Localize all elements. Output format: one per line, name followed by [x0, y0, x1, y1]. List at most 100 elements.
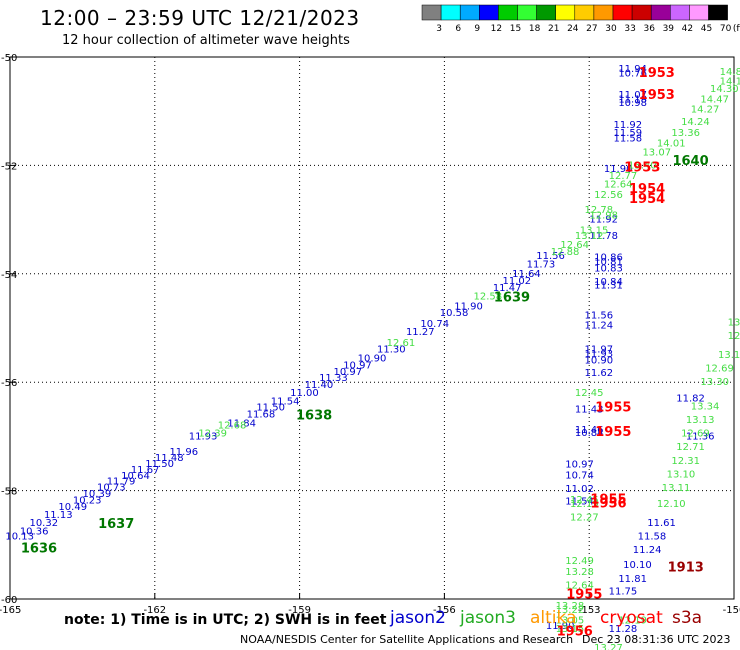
- data-label-jason3: 13.15: [556, 624, 585, 635]
- colorbar-label: 39: [663, 24, 675, 34]
- colorbar-label: 6: [455, 24, 461, 34]
- legend-s3a: s3a: [672, 608, 703, 628]
- data-label-jason2: 11.92: [613, 120, 642, 131]
- data-label-jason2: 10.36: [20, 526, 49, 537]
- y-tick-label: -50: [1, 53, 17, 64]
- colorbar-label: 15: [510, 24, 521, 34]
- colorbar-swatch: [612, 4, 633, 21]
- data-label-jason3: 14.24: [681, 117, 710, 128]
- legend-cryosat: cryosat: [600, 608, 663, 628]
- data-label-jason3: 13.27: [594, 643, 623, 650]
- data-label-cryosat: 1956: [590, 497, 626, 512]
- data-label-jason3: 13.22: [556, 605, 585, 616]
- data-label-jason2: 11.79: [107, 476, 136, 487]
- colorbar-swatch: [517, 4, 537, 21]
- data-label-jason2: 11.68: [247, 410, 276, 421]
- data-label-jason2: 11.58: [638, 532, 667, 543]
- data-label-jason3: 14.47: [700, 94, 729, 105]
- colorbar-label: 42: [682, 24, 693, 34]
- colorbar-swatch: [574, 4, 595, 21]
- data-label-jason2: 11.90: [604, 164, 633, 175]
- data-label-jason2: 11.92: [589, 215, 618, 226]
- footer-credit: NOAA/NESDIS Center for Satellite Applica…: [240, 633, 574, 646]
- legend-jason3: jason3: [460, 608, 516, 628]
- data-label-jason2: 11.43: [575, 404, 604, 415]
- data-label-cryosat: 1955: [595, 401, 631, 416]
- data-label-jason2: 10.90: [585, 356, 614, 367]
- data-label-jason2: 10.64: [121, 471, 150, 482]
- data-label-jason2: 11.78: [589, 231, 618, 242]
- x-tick-label: -153: [578, 605, 601, 616]
- y-tick-label: -52: [1, 161, 17, 172]
- data-label-jason2: 10.23: [73, 495, 102, 506]
- data-label-jason3: 14.87: [720, 67, 740, 78]
- data-label-jason2: 11.02: [565, 484, 594, 495]
- data-label-jason2: 10.90: [358, 353, 387, 364]
- footer-timestamp: Dec 23 08:31:36 UTC 2023: [582, 633, 731, 646]
- data-label-jason3: 13.1: [718, 350, 740, 361]
- data-label-cryosat: 1954: [629, 182, 665, 197]
- data-label-jason3: 12.56: [594, 190, 623, 201]
- data-label-jason3: 12.64: [560, 240, 589, 251]
- colorbar-label: 18: [529, 24, 541, 34]
- data-label-jason3: 12.49: [565, 556, 594, 567]
- data-label-jason2: 11.48: [155, 453, 184, 464]
- footer-note: note: 1) Time is in UTC; 2) SWH is in fe…: [64, 612, 387, 628]
- colorbar-swatch: [498, 4, 518, 21]
- page-title: 12:00 – 23:59 UTC 12/21/2023: [40, 6, 360, 30]
- colorbar-label: 33: [624, 24, 635, 34]
- data-label-jason3: 14.16: [720, 76, 740, 87]
- data-label-jason2: 10.76: [618, 68, 647, 79]
- data-label-jason2: 11.47: [493, 283, 522, 294]
- data-label-jason3: 12.61: [387, 338, 416, 349]
- colorbar-label: 70: [720, 24, 732, 34]
- data-label-jason2: 11.75: [609, 586, 638, 597]
- y-tick-label: -60: [1, 595, 17, 606]
- data-label-jason2: 10.81: [594, 257, 623, 268]
- plot-frame: [9, 56, 735, 600]
- data-label-jason2: 11.02: [502, 276, 531, 287]
- colorbar-swatch: [536, 4, 556, 21]
- data-label-jason2: 11.90: [546, 621, 575, 632]
- colorbar-label: 24: [567, 24, 579, 34]
- data-label-jason2: 11.93: [585, 349, 614, 360]
- data-label-jason3: 12.45: [575, 388, 604, 399]
- data-label-jason3: 12.68: [218, 421, 247, 432]
- data-label-jason3: 12.88: [551, 247, 580, 258]
- data-label-jason2: 10.97: [343, 360, 372, 371]
- data-label-jason2: 10.98: [618, 98, 647, 109]
- data-label-jason2: 11.27: [406, 327, 435, 338]
- x-tick-label: -162: [143, 605, 166, 616]
- data-label-jason2: 11.67: [131, 465, 160, 476]
- data-label-jason3: 13.11: [662, 483, 691, 494]
- data-label-jason2: 11.24: [633, 545, 662, 556]
- data-label-jason2: 11.73: [527, 260, 556, 271]
- y-tick-label: -54: [1, 270, 17, 281]
- data-label-jason2: 11.62: [585, 368, 614, 379]
- data-label-jason3: 13.30: [700, 377, 729, 388]
- data-label-jason2: 10.83: [594, 263, 623, 274]
- data-label-jason3: 13.10: [667, 469, 696, 480]
- data-label-cryosat: 1955: [595, 425, 631, 440]
- data-label-jason2: 11.61: [647, 518, 676, 529]
- data-label-jason3: 12.64: [565, 580, 594, 591]
- data-label-jason2: 11.96: [169, 447, 198, 458]
- data-label-jason2: 10.84: [575, 428, 604, 439]
- data-label-jason2: 10.74: [420, 319, 449, 330]
- data-label-jason3: 12: [728, 331, 740, 342]
- data-label-jason3: 12.10: [657, 499, 686, 510]
- colorbar-swatch: [440, 4, 461, 21]
- data-label-jason2: 11.93: [189, 431, 218, 442]
- data-label-jason2: 10.97: [334, 367, 363, 378]
- data-label-jason2: 11.82: [676, 393, 705, 404]
- data-label-cryosat: 1953: [624, 160, 660, 175]
- data-label-jason3: 12.19: [618, 616, 647, 627]
- colorbar-swatch: [708, 4, 728, 21]
- colorbar-swatch: [593, 4, 614, 21]
- colorbar-label: 27: [586, 24, 597, 34]
- data-label-jason3: 12.71: [676, 442, 705, 453]
- data-label-jason3: 13.36: [671, 128, 700, 139]
- data-label-jason3: 12.78: [585, 205, 614, 216]
- data-label-jason2: 10.10: [623, 560, 652, 571]
